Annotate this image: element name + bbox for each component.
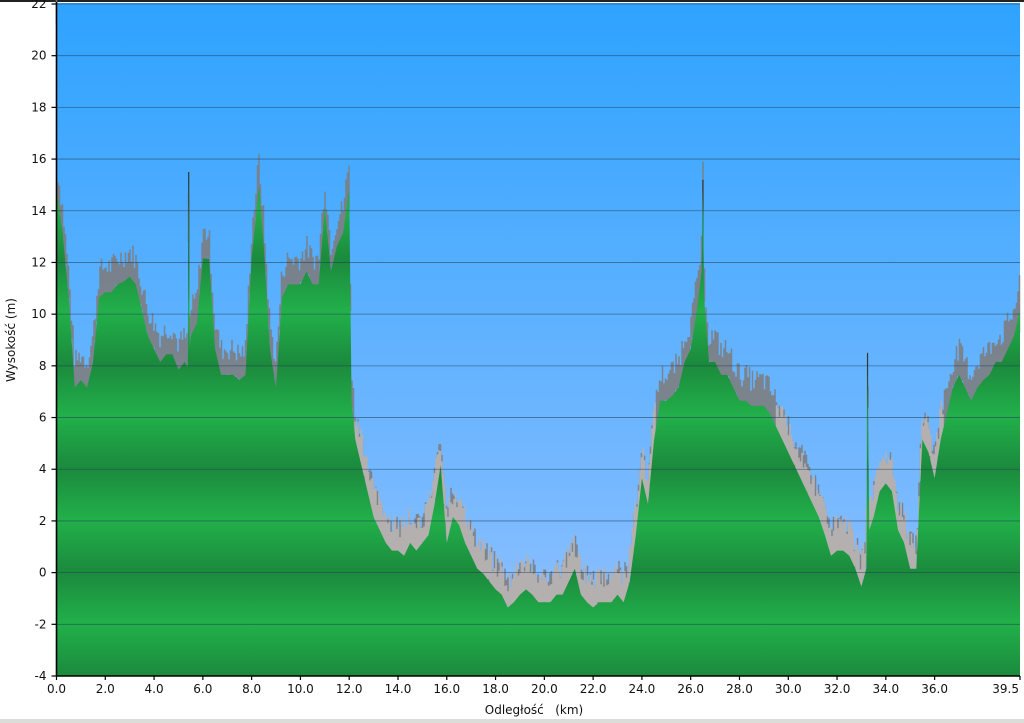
x-tick-label: 2.0 [96, 682, 115, 696]
x-tick-label: 18.0 [482, 682, 509, 696]
y-tick-label: 6 [39, 411, 47, 425]
x-tick-label: 0.0 [47, 682, 66, 696]
x-tick-label: 30.0 [775, 682, 802, 696]
y-tick-label: 16 [31, 152, 46, 166]
y-tick-label: 20 [31, 49, 46, 63]
grid-lines [56, 3, 1020, 625]
x-tick-label: 26.0 [677, 682, 704, 696]
y-tick-label: 14 [31, 204, 46, 218]
elevation-area [56, 13, 1020, 676]
bottom-bar [0, 719, 1024, 723]
x-axis-ticks: 0.0 2.0 4.0 6.0 8.0 10.0 12.0 14.0 16.0 18.0 20.0 2… [47, 676, 1021, 696]
x-tick-label: 16.0 [433, 682, 460, 696]
y-tick-label: 8 [39, 359, 47, 373]
x-tick-label: 39.5 [992, 682, 1019, 696]
x-tick-label: 34.0 [872, 682, 899, 696]
x-tick-label: 14.0 [385, 682, 412, 696]
y-tick-label: 22 [31, 0, 46, 11]
y-tick-label: 10 [31, 307, 46, 321]
y-tick-label: 4 [39, 462, 47, 476]
x-tick-label: 32.0 [824, 682, 851, 696]
x-tick-label: 36.0 [921, 682, 948, 696]
x-axis-title: Odległość (km) [485, 703, 583, 717]
axes [55, 2, 1020, 677]
y-tick-label: 2 [39, 514, 47, 528]
x-tick-label: 12.0 [336, 682, 363, 696]
x-tick-label: 22.0 [580, 682, 607, 696]
y-axis-ticks: -4 -2 0 2 4 6 8 10 12 14 16 18 20 22 [31, 0, 57, 683]
y-axis-title: Wysokość (m) [4, 298, 18, 382]
x-tick-label: 28.0 [726, 682, 753, 696]
x-tick-label: 8.0 [242, 682, 261, 696]
x-tick-label: 24.0 [629, 682, 656, 696]
y-tick-label: -4 [35, 669, 47, 683]
x-tick-label: 10.0 [287, 682, 314, 696]
x-tick-label: 20.0 [531, 682, 558, 696]
y-tick-label: 18 [31, 100, 46, 114]
y-tick-label: 0 [39, 566, 47, 580]
x-tick-label: 4.0 [145, 682, 164, 696]
y-tick-label: 12 [31, 255, 46, 269]
x-tick-label: 6.0 [193, 682, 212, 696]
y-tick-label: -2 [35, 617, 47, 631]
